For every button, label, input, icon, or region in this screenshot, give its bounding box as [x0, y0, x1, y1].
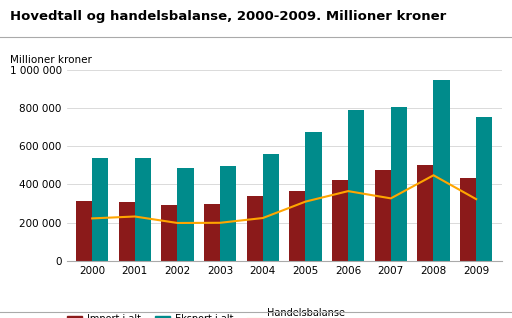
Bar: [348, 110, 365, 261]
Text: Hovedtall og handelsbalanse, 2000-2009. Millioner kroner: Hovedtall og handelsbalanse, 2000-2009. …: [10, 10, 446, 23]
Bar: [135, 158, 151, 261]
Bar: [332, 180, 348, 261]
Bar: [263, 154, 279, 261]
Bar: [306, 132, 322, 261]
Bar: [76, 201, 92, 261]
Bar: [289, 191, 306, 261]
Bar: [119, 202, 135, 261]
Bar: [161, 205, 178, 261]
Text: Millioner kroner: Millioner kroner: [10, 55, 92, 65]
Legend: Import i alt, Eksport i alt, Handelsbalanse
(Total eksport - total import): Import i alt, Eksport i alt, Handelsbala…: [67, 308, 405, 318]
Bar: [434, 80, 450, 261]
Bar: [391, 107, 407, 261]
Bar: [417, 165, 434, 261]
Bar: [178, 168, 194, 261]
Bar: [476, 117, 493, 261]
Bar: [204, 204, 220, 261]
Bar: [220, 166, 237, 261]
Bar: [247, 196, 263, 261]
Bar: [375, 169, 391, 261]
Bar: [92, 158, 109, 261]
Bar: [460, 178, 476, 261]
